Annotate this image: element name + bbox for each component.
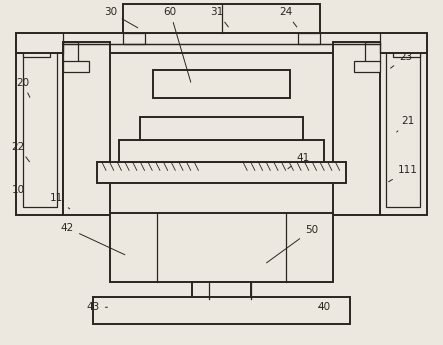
Bar <box>380 42 427 53</box>
Bar <box>333 42 380 215</box>
Text: 20: 20 <box>16 78 30 97</box>
Bar <box>63 61 89 72</box>
Text: 23: 23 <box>391 52 412 68</box>
Bar <box>93 297 350 324</box>
Text: 11: 11 <box>50 193 70 209</box>
Text: 111: 111 <box>389 165 417 182</box>
Bar <box>123 3 320 33</box>
Text: 30: 30 <box>104 7 138 28</box>
Bar <box>153 70 290 98</box>
Bar <box>386 51 420 207</box>
Text: 50: 50 <box>267 225 318 263</box>
Text: 21: 21 <box>397 116 414 132</box>
Bar <box>392 51 420 57</box>
Bar <box>191 282 252 299</box>
Bar <box>16 42 63 53</box>
Bar <box>63 42 110 215</box>
Bar <box>23 51 51 57</box>
Bar <box>365 42 380 63</box>
Bar <box>354 61 380 72</box>
Bar <box>97 162 346 183</box>
Bar <box>299 33 320 44</box>
Text: 31: 31 <box>210 7 229 27</box>
Text: 24: 24 <box>279 7 297 27</box>
Bar <box>380 44 427 215</box>
Text: 22: 22 <box>12 142 30 162</box>
Text: 40: 40 <box>318 302 331 312</box>
Bar <box>23 51 57 207</box>
Bar <box>16 44 63 215</box>
Text: 43: 43 <box>86 302 108 312</box>
Text: 42: 42 <box>61 223 125 255</box>
Bar <box>123 33 144 44</box>
Bar <box>119 140 324 162</box>
Bar <box>63 42 78 63</box>
Text: 60: 60 <box>163 7 191 82</box>
Bar <box>110 213 333 282</box>
Bar <box>140 117 303 140</box>
Text: 41: 41 <box>288 152 309 169</box>
Text: 10: 10 <box>12 185 25 200</box>
Bar <box>16 33 427 53</box>
